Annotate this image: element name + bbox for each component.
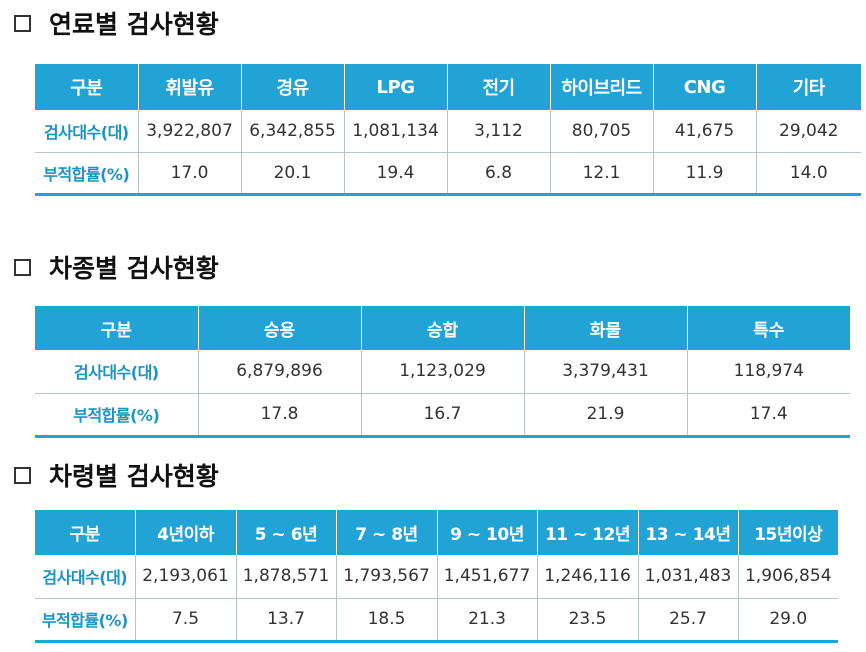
header-cell: 특수: [686, 306, 850, 350]
header-cell: 구분: [35, 306, 199, 350]
header-row: 구분 4년이하 5 ~ 6년 7 ~ 8년 9 ~ 10년 11 ~ 12년 1…: [35, 510, 838, 555]
table-cell: 16.7: [360, 393, 524, 438]
header-cell: CNG: [652, 64, 757, 110]
header-cell: 구분: [35, 64, 139, 110]
header-cell: 승용: [197, 306, 362, 350]
section-title-text: 차령별 검사현황: [49, 462, 219, 491]
table-cell: 29,042: [755, 110, 861, 153]
table-cell: 2,193,061: [134, 555, 236, 599]
table-cell: 41,675: [652, 110, 756, 153]
row-label: 검사대수(대): [35, 350, 198, 394]
table-row: 검사대수(대) 6,879,896 1,123,029 3,379,431 11…: [35, 350, 850, 394]
header-cell: 휘발유: [137, 64, 242, 110]
table-cell: 118,974: [686, 350, 850, 394]
header-cell: LPG: [343, 64, 448, 110]
table-cell: 17.8: [197, 393, 361, 438]
table-cell: 21.3: [436, 598, 537, 643]
table-cell: 19.4: [343, 152, 447, 196]
row-label: 검사대수(대): [35, 110, 138, 153]
table-cell: 1,878,571: [235, 555, 336, 599]
table-cell: 25.7: [637, 598, 738, 643]
header-cell: 5 ~ 6년: [235, 510, 337, 555]
header-cell: 11 ~ 12년: [536, 510, 639, 555]
table-cell: 3,112: [446, 110, 550, 153]
header-cell: 경유: [240, 64, 345, 110]
table-row: 검사대수(대) 3,922,807 6,342,855 1,081,134 3,…: [35, 110, 861, 153]
table-cell: 3,922,807: [137, 110, 241, 153]
header-cell: 4년이하: [134, 510, 237, 555]
table-row: 부적합률(%) 17.0 20.1 19.4 6.8 12.1 11.9 14.…: [35, 152, 861, 196]
table-cell: 7.5: [134, 598, 236, 643]
table-cell: 17.4: [686, 393, 850, 438]
table-row: 부적합률(%) 17.8 16.7 21.9 17.4: [35, 393, 850, 438]
table-cell: 14.0: [755, 152, 861, 196]
header-cell: 화물: [523, 306, 688, 350]
fuel-table: 구분 휘발유 경유 LPG 전기 하이브리드 CNG 기타 검사대수(대) 3,…: [35, 64, 861, 196]
row-label: 부적합률(%): [35, 152, 138, 196]
header-cell: 승합: [360, 306, 525, 350]
table-cell: 1,793,567: [335, 555, 437, 599]
table-cell: 20.1: [240, 152, 344, 196]
table-cell: 1,906,854: [737, 555, 838, 599]
vehicle-age-table: 구분 4년이하 5 ~ 6년 7 ~ 8년 9 ~ 10년 11 ~ 12년 1…: [35, 510, 838, 643]
section-title-vehicle-type: 차종별 검사현황: [14, 250, 219, 284]
header-cell: 15년이상: [737, 510, 838, 555]
table-cell: 13.7: [235, 598, 336, 643]
table-cell: 21.9: [523, 393, 687, 438]
table-cell: 80,705: [549, 110, 653, 153]
header-cell: 구분: [35, 510, 136, 555]
table-cell: 1,123,029: [360, 350, 524, 394]
table-row: 검사대수(대) 2,193,061 1,878,571 1,793,567 1,…: [35, 555, 838, 599]
table-cell: 23.5: [536, 598, 638, 643]
table-cell: 12.1: [549, 152, 653, 196]
checkbox-icon: [14, 258, 31, 276]
section-title-text: 차종별 검사현황: [49, 254, 219, 283]
table-cell: 29.0: [737, 598, 838, 643]
table-cell: 18.5: [335, 598, 437, 643]
header-row: 구분 휘발유 경유 LPG 전기 하이브리드 CNG 기타: [35, 64, 861, 110]
header-cell: 전기: [446, 64, 551, 110]
header-row: 구분 승용 승합 화물 특수: [35, 306, 850, 350]
table-cell: 6,342,855: [240, 110, 344, 153]
section-title-fuel: 연료별 검사현황: [14, 6, 219, 40]
table-row: 부적합률(%) 7.5 13.7 18.5 21.3 23.5 25.7 29.…: [35, 598, 838, 643]
table-cell: 6.8: [446, 152, 550, 196]
section-title-text: 연료별 검사현황: [49, 10, 219, 39]
checkbox-icon: [14, 466, 31, 484]
header-cell: 7 ~ 8년: [335, 510, 438, 555]
table-cell: 1,081,134: [343, 110, 447, 153]
table-cell: 3,379,431: [523, 350, 687, 394]
section-title-vehicle-age: 차령별 검사현황: [14, 458, 219, 492]
header-cell: 하이브리드: [549, 64, 654, 110]
row-label: 부적합률(%): [35, 393, 198, 438]
checkbox-icon: [14, 14, 31, 32]
header-cell: 9 ~ 10년: [436, 510, 538, 555]
table-cell: 1,246,116: [536, 555, 638, 599]
table-cell: 17.0: [137, 152, 241, 196]
header-cell: 기타: [755, 64, 861, 110]
table-cell: 6,879,896: [197, 350, 361, 394]
header-cell: 13 ~ 14년: [637, 510, 739, 555]
row-label: 검사대수(대): [35, 555, 135, 599]
table-cell: 1,031,483: [637, 555, 738, 599]
row-label: 부적합률(%): [35, 598, 135, 643]
table-cell: 1,451,677: [436, 555, 537, 599]
vehicle-type-table: 구분 승용 승합 화물 특수 검사대수(대) 6,879,896 1,123,0…: [35, 306, 850, 438]
table-cell: 11.9: [652, 152, 756, 196]
